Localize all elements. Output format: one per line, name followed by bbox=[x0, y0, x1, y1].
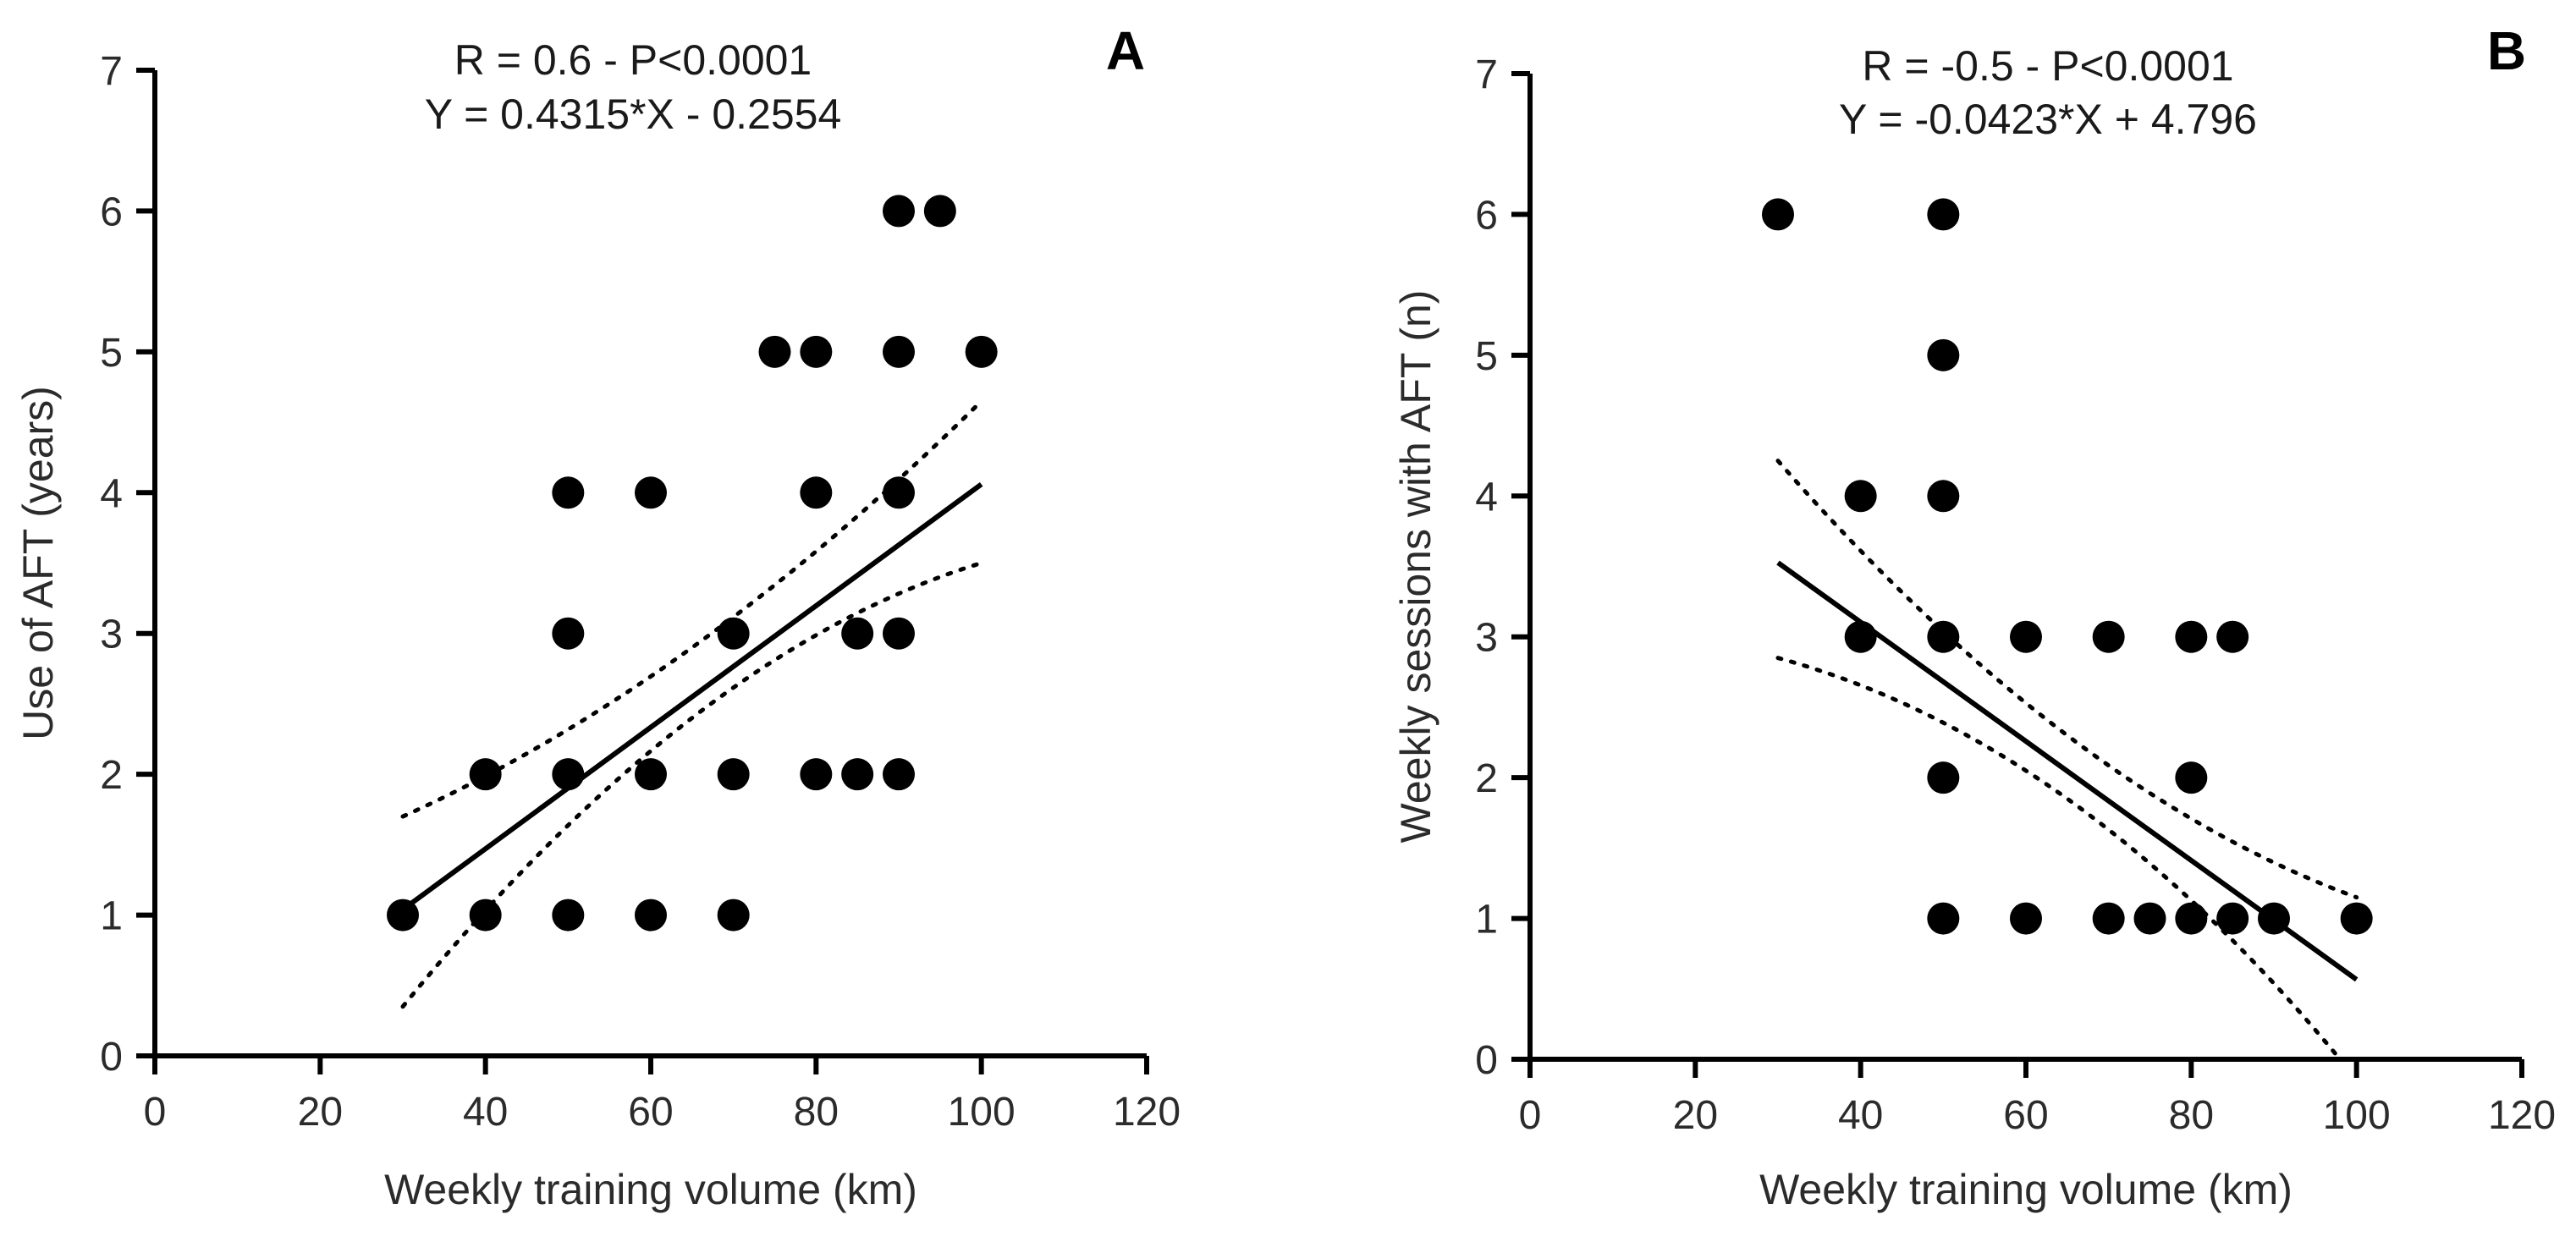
data-point bbox=[635, 899, 667, 932]
data-point bbox=[800, 476, 833, 509]
data-point bbox=[1844, 480, 1877, 513]
data-point bbox=[1762, 198, 1794, 231]
data-point bbox=[883, 335, 915, 368]
y-tick-label: 4 bbox=[100, 471, 123, 516]
y-tick-label: 2 bbox=[100, 753, 123, 798]
data-point bbox=[552, 758, 585, 791]
data-point bbox=[2133, 902, 2166, 935]
x-axis-title: Weekly training volume (km) bbox=[1759, 1166, 2293, 1213]
data-point bbox=[1844, 620, 1877, 653]
x-axis-title: Weekly training volume (km) bbox=[384, 1166, 917, 1213]
x-tick-label: 120 bbox=[2488, 1093, 2556, 1138]
panel-b-scatter-plot: 0 20 40 60 80 100 120 0 1 2 3 4 5 6 7 Weekly training v… bbox=[1392, 20, 2556, 1213]
data-point bbox=[2216, 620, 2249, 653]
data-point bbox=[2010, 620, 2042, 653]
data-point bbox=[841, 617, 874, 650]
data-point bbox=[800, 335, 833, 368]
data-point bbox=[635, 476, 667, 509]
x-tick-label: 0 bbox=[144, 1090, 167, 1135]
y-tick-label: 6 bbox=[1475, 193, 1498, 238]
x-tick-label: 100 bbox=[2323, 1093, 2391, 1138]
y-tick-label: 5 bbox=[100, 331, 123, 376]
x-tick-label: 20 bbox=[298, 1090, 343, 1135]
data-point bbox=[2010, 902, 2042, 935]
correlation-annotation: R = 0.6 - P<0.0001 bbox=[454, 36, 812, 84]
x-tick-label: 80 bbox=[794, 1090, 839, 1135]
data-point bbox=[2175, 902, 2208, 935]
data-point bbox=[883, 617, 915, 650]
x-tick-label: 100 bbox=[948, 1090, 1016, 1135]
y-tick-label: 1 bbox=[100, 894, 123, 939]
x-tick-label: 60 bbox=[2003, 1093, 2048, 1138]
ci-lower-band bbox=[400, 561, 984, 1009]
data-point bbox=[717, 758, 750, 791]
y-tick-label: 3 bbox=[100, 613, 123, 657]
y-tick-label: 3 bbox=[1475, 616, 1498, 661]
x-tick-label: 20 bbox=[1673, 1093, 1718, 1138]
y-tick-label: 5 bbox=[1475, 334, 1498, 379]
data-point bbox=[2258, 902, 2290, 935]
data-point bbox=[469, 899, 502, 932]
ci-upper-band bbox=[1775, 459, 2359, 900]
y-tick-label: 4 bbox=[1475, 475, 1498, 519]
data-point bbox=[883, 758, 915, 791]
data-point bbox=[2092, 902, 2125, 935]
ci-upper-band bbox=[400, 398, 984, 819]
data-point bbox=[883, 195, 915, 228]
x-tick-label: 40 bbox=[1838, 1093, 1883, 1138]
data-point bbox=[2092, 620, 2125, 653]
y-axis-title: Weekly sessions with AFT (n) bbox=[1392, 290, 1439, 844]
x-tick-label: 120 bbox=[1113, 1090, 1181, 1135]
y-tick-label: 0 bbox=[100, 1035, 123, 1080]
data-point bbox=[717, 617, 750, 650]
data-point bbox=[387, 899, 419, 932]
data-point bbox=[883, 476, 915, 509]
data-point bbox=[1927, 902, 1960, 935]
y-axis-title: Use of AFT (years) bbox=[14, 386, 62, 740]
panel-a-scatter-plot: 0 20 40 60 80 100 120 0 1 2 3 4 5 6 7 Weekly training v… bbox=[14, 20, 1181, 1213]
y-tick-label: 0 bbox=[1475, 1038, 1498, 1083]
regression-equation: Y = -0.0423*X + 4.796 bbox=[1839, 96, 2257, 143]
data-point bbox=[552, 899, 585, 932]
data-point bbox=[2175, 761, 2208, 794]
data-point bbox=[1927, 761, 1960, 794]
data-point bbox=[1927, 620, 1960, 653]
y-tick-label: 7 bbox=[1475, 52, 1498, 97]
ci-lower-band bbox=[1775, 656, 2342, 1062]
data-point bbox=[800, 758, 833, 791]
panel-label: B bbox=[2487, 20, 2526, 81]
data-point bbox=[923, 195, 956, 228]
regression-equation: Y = 0.4315*X - 0.2554 bbox=[425, 91, 842, 138]
x-tick-label: 60 bbox=[628, 1090, 673, 1135]
y-tick-label: 6 bbox=[100, 190, 123, 234]
data-point bbox=[758, 335, 791, 368]
data-point bbox=[552, 617, 585, 650]
data-point bbox=[552, 476, 585, 509]
x-tick-label: 40 bbox=[463, 1090, 508, 1135]
y-tick-label: 1 bbox=[1475, 898, 1498, 942]
data-point bbox=[2216, 902, 2249, 935]
data-point bbox=[2340, 902, 2373, 935]
y-tick-label: 7 bbox=[100, 49, 123, 94]
data-point bbox=[469, 758, 502, 791]
data-point bbox=[1927, 480, 1960, 513]
x-tick-label: 80 bbox=[2169, 1093, 2214, 1138]
data-point bbox=[717, 899, 750, 932]
regression-line bbox=[401, 481, 983, 912]
data-point bbox=[841, 758, 874, 791]
x-tick-label: 0 bbox=[1519, 1093, 1542, 1138]
data-point bbox=[2175, 620, 2208, 653]
panel-label: A bbox=[1106, 20, 1145, 81]
data-point bbox=[1927, 338, 1960, 371]
data-point bbox=[635, 758, 667, 791]
correlation-annotation: R = -0.5 - P<0.0001 bbox=[1862, 42, 2233, 90]
data-point bbox=[965, 335, 998, 368]
y-tick-label: 2 bbox=[1475, 756, 1498, 801]
data-point bbox=[1927, 198, 1960, 231]
